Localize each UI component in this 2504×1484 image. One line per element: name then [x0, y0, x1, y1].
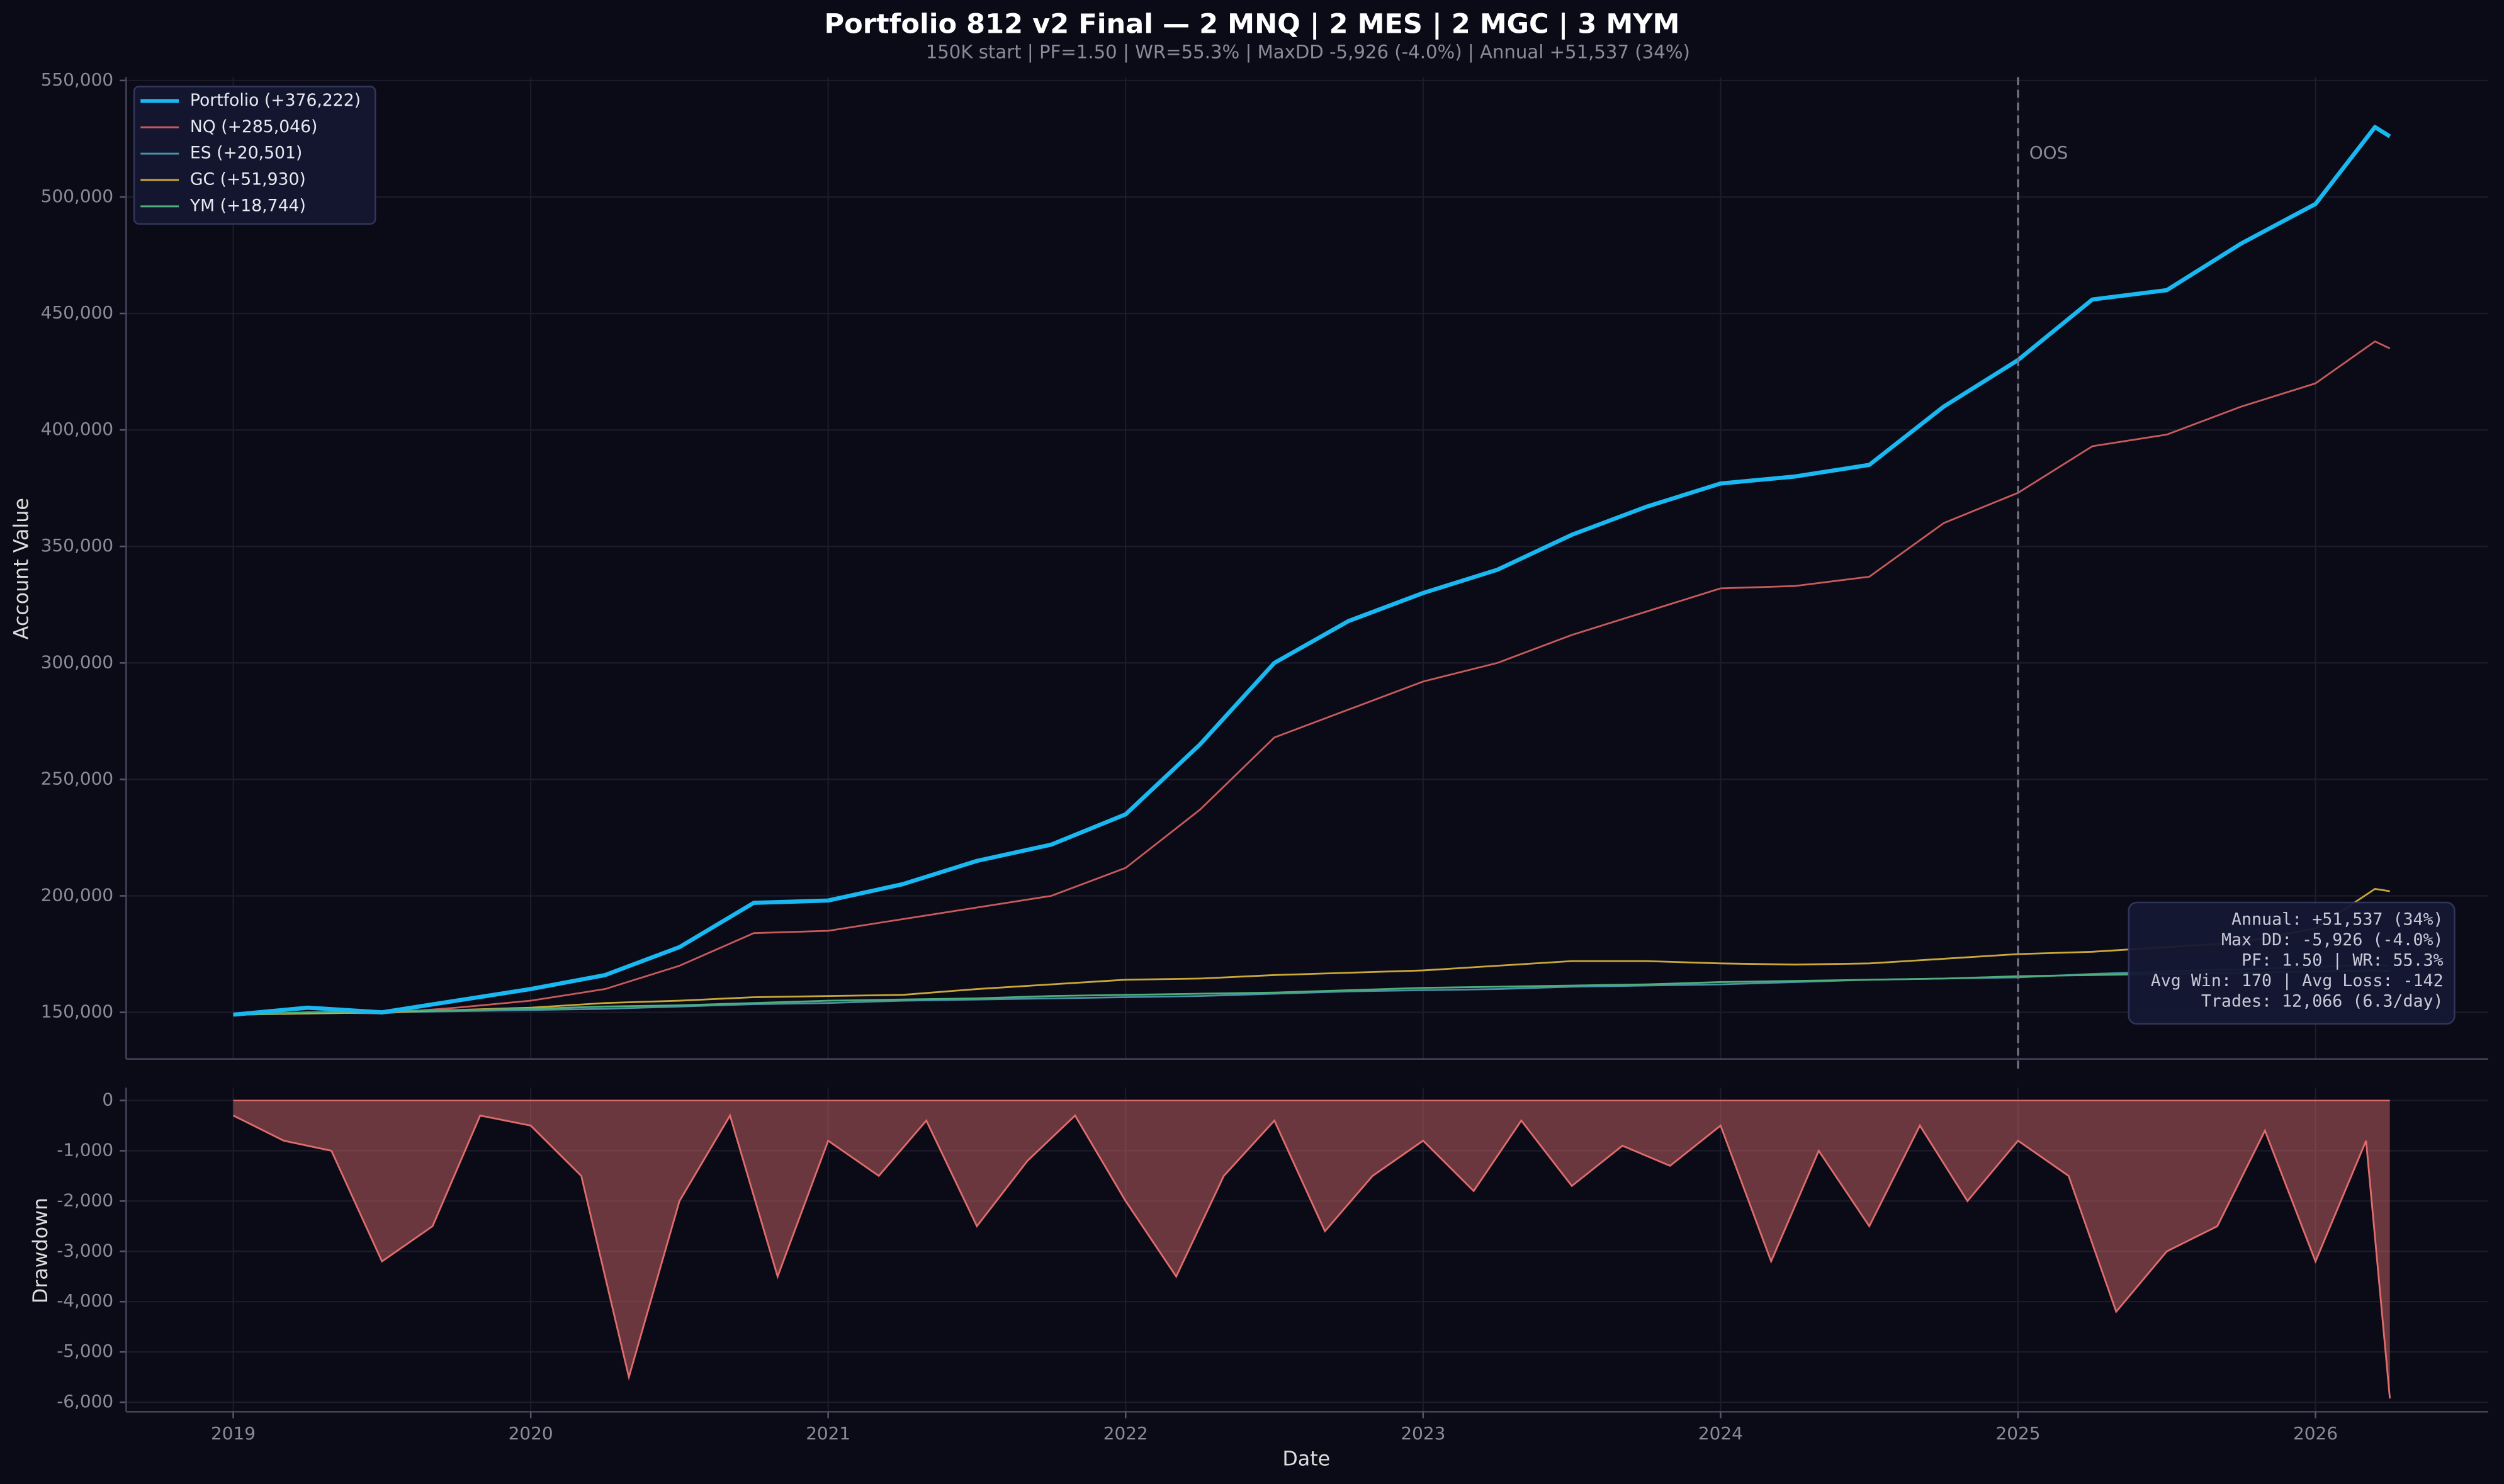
stats-box: [2128, 901, 2456, 1025]
y-tick-label: -5,000: [57, 1341, 113, 1361]
y-tick-label: 550,000: [41, 69, 113, 90]
x-tick-label: 2019: [211, 1423, 256, 1444]
legend: Portfolio (+376,222) NQ (+285,046) ES (+20…: [133, 86, 376, 225]
y-tick-label: 250,000: [41, 768, 113, 789]
series-line: [233, 340, 2391, 1016]
series-line: [233, 969, 2390, 1016]
y-tick-label: 0: [102, 1089, 113, 1110]
stats-line: Avg Win: 170 | Avg Loss: -142: [2151, 971, 2444, 991]
x-tick-label: 2023: [1401, 1423, 1445, 1444]
x-tick-label: 2020: [509, 1423, 553, 1444]
stats-line: Annual: +51,537 (34%): [2231, 909, 2444, 929]
y-axis-label: Account Value: [11, 498, 33, 639]
y-tick-label: 150,000: [41, 1001, 113, 1022]
y-tick-label: -3,000: [57, 1240, 113, 1261]
stats-line: Trades: 12,066 (6.3/day): [2201, 991, 2444, 1011]
y-tick-label: -2,000: [57, 1189, 113, 1210]
legend-label: Portfolio (+376,222): [190, 91, 361, 110]
y-axis-label: Drawdown: [30, 1198, 52, 1303]
stats-line: Max DD: -5,926 (-4.0%): [2221, 930, 2444, 950]
legend-label: NQ (+285,046): [190, 117, 318, 137]
chart-subtitle: 150K start | PF=1.50 | WR=55.3% | MaxDD …: [926, 41, 1690, 62]
series-line: [233, 887, 2390, 1016]
x-tick-label: 2024: [1698, 1423, 1743, 1444]
x-tick-label: 2025: [1995, 1423, 2040, 1444]
legend-label: YM (+18,744): [189, 196, 306, 215]
y-tick-label: 300,000: [41, 651, 113, 672]
legend-label: GC (+51,930): [190, 169, 306, 189]
x-tick-label: 2022: [1103, 1423, 1148, 1444]
x-tick-label: 2021: [806, 1423, 850, 1444]
y-tick-label: -1,000: [57, 1139, 113, 1160]
y-tick-label: -6,000: [57, 1391, 113, 1412]
series-line: [233, 964, 2390, 1016]
x-tick-label: 2026: [2293, 1423, 2338, 1444]
y-tick-label: -4,000: [57, 1290, 113, 1311]
y-tick-label: 350,000: [41, 535, 113, 556]
x-axis-label: Date: [1282, 1447, 1330, 1470]
series-line: [233, 125, 2391, 1017]
area-fill: [233, 1100, 2390, 1399]
area-line: [232, 1113, 2391, 1399]
y-tick-label: 200,000: [41, 884, 113, 905]
legend-label: ES (+20,501): [190, 143, 302, 163]
chart-title: Portfolio 812 v2 Final — 2 MNQ | 2 MES |…: [825, 9, 1680, 40]
legend-box: [133, 86, 376, 225]
annotation-label: OOS: [2029, 142, 2068, 163]
y-tick-label: 450,000: [41, 302, 113, 323]
y-tick-label: 400,000: [41, 419, 113, 439]
stats-line: PF: 1.50 | WR: 55.3%: [2242, 950, 2444, 970]
y-tick-label: 500,000: [41, 186, 113, 206]
